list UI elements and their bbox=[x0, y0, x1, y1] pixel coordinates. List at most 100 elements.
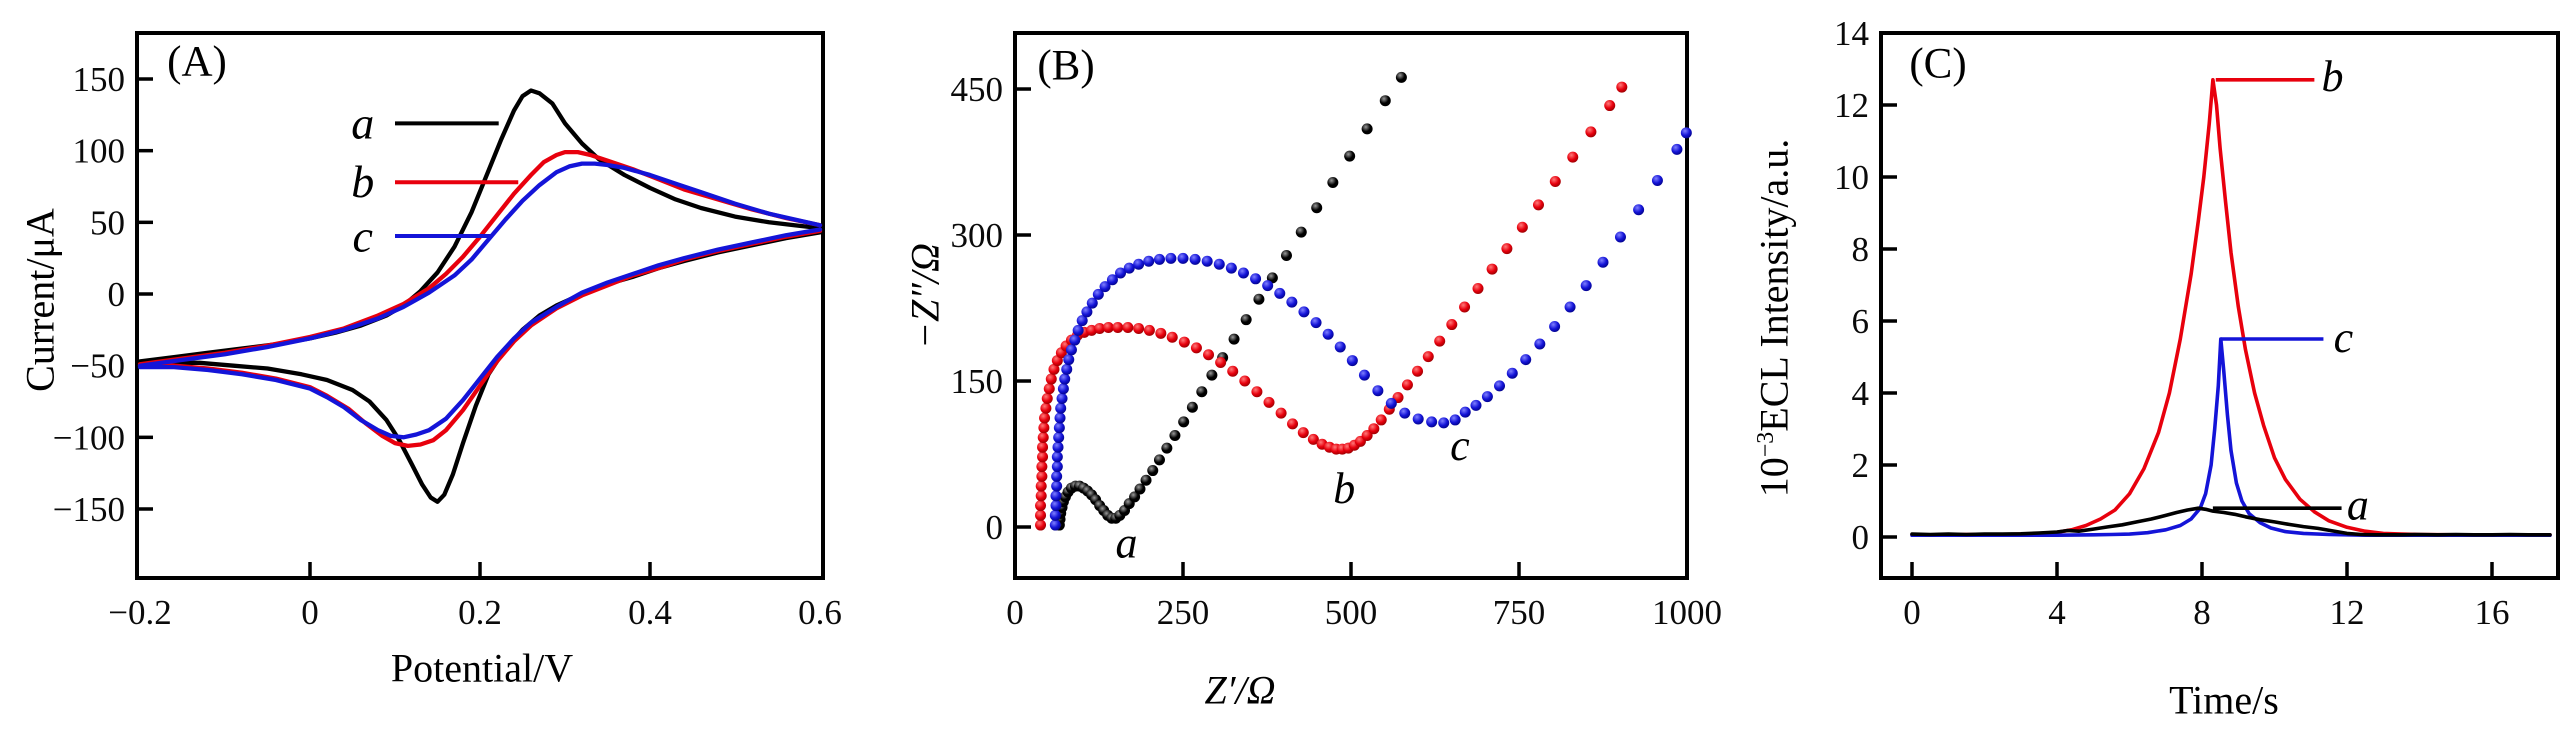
data-point bbox=[1102, 321, 1114, 333]
y-tick-label: 0 bbox=[108, 275, 126, 314]
data-point bbox=[1041, 393, 1053, 405]
data-point bbox=[1651, 175, 1663, 187]
data-point bbox=[1401, 379, 1413, 391]
data-point bbox=[1275, 407, 1287, 419]
data-point bbox=[1050, 490, 1062, 502]
panel-c-x-axis-title: Time/s bbox=[2169, 677, 2279, 723]
data-point bbox=[1092, 288, 1104, 300]
curve-label-b: b bbox=[1333, 464, 1355, 513]
curve-label-a: a bbox=[1116, 519, 1138, 568]
panel-a-x-axis-title: Potential/V bbox=[390, 645, 574, 691]
data-point bbox=[1368, 423, 1380, 435]
series-b bbox=[1910, 78, 2552, 537]
series-a bbox=[1910, 506, 2552, 537]
data-point bbox=[1051, 461, 1063, 473]
data-point bbox=[1237, 267, 1249, 279]
data-point bbox=[1037, 431, 1049, 443]
data-point bbox=[1298, 306, 1310, 318]
x-tick-label: 250 bbox=[1157, 593, 1210, 632]
data-point bbox=[1059, 373, 1071, 385]
data-point bbox=[1143, 324, 1155, 336]
panel-b-letter: (B) bbox=[1037, 42, 1095, 90]
data-point bbox=[1310, 317, 1322, 329]
data-point bbox=[1050, 500, 1062, 512]
x-tick-label: 0.4 bbox=[628, 593, 672, 632]
curve-label-c: c bbox=[352, 211, 372, 262]
data-curve bbox=[137, 227, 823, 440]
data-point bbox=[1055, 402, 1067, 414]
data-point bbox=[1274, 287, 1286, 299]
data-point bbox=[1671, 143, 1683, 155]
data-point bbox=[1616, 81, 1628, 93]
data-curve bbox=[1910, 78, 2552, 537]
axes-box bbox=[1879, 31, 2560, 580]
panel-b-x-axis-title: Z′/Ω bbox=[1204, 667, 1276, 713]
data-curve bbox=[137, 230, 823, 504]
data-point bbox=[1501, 243, 1513, 255]
data-point bbox=[1061, 363, 1073, 375]
data-point bbox=[1035, 490, 1047, 502]
panel-a-plot: −0.2 0 0.2 0.4 0.6 150 100 50 0 −50 −100 −150 abc bbox=[53, 31, 842, 632]
data-point bbox=[1250, 273, 1262, 285]
series-a-return bbox=[137, 230, 823, 504]
data-point bbox=[1051, 451, 1063, 463]
data-point bbox=[1295, 226, 1307, 238]
x-tick-label: 0 bbox=[1006, 593, 1024, 632]
data-point bbox=[1165, 252, 1177, 264]
data-point bbox=[1280, 249, 1292, 261]
data-point bbox=[1614, 231, 1626, 243]
data-point bbox=[1035, 480, 1047, 492]
data-point bbox=[1311, 202, 1323, 214]
data-point bbox=[1106, 274, 1118, 286]
data-point bbox=[1346, 355, 1358, 367]
data-point bbox=[1049, 519, 1061, 531]
data-point bbox=[1470, 399, 1482, 411]
y-tick-label: 2 bbox=[1852, 446, 1870, 485]
series-b bbox=[1035, 81, 1628, 531]
x-tick-label: 0 bbox=[301, 593, 319, 632]
data-point bbox=[1239, 375, 1251, 387]
data-point bbox=[1361, 430, 1373, 442]
y-tick-label: −100 bbox=[53, 418, 125, 457]
series-c-return bbox=[137, 227, 823, 440]
data-point bbox=[1307, 433, 1319, 445]
data-point bbox=[1035, 509, 1047, 521]
y-tick-label: 50 bbox=[90, 203, 125, 242]
data-point bbox=[1564, 301, 1576, 313]
data-curve bbox=[1910, 337, 2552, 537]
data-point bbox=[1215, 357, 1227, 369]
y-tick-label: 150 bbox=[73, 60, 126, 99]
series-c bbox=[137, 161, 823, 368]
data-point bbox=[1459, 406, 1471, 418]
data-point bbox=[1472, 283, 1484, 295]
data-point bbox=[1412, 365, 1424, 377]
data-point bbox=[1040, 402, 1052, 414]
panel-c-letter: (C) bbox=[1909, 40, 1967, 88]
y-tick-label: 450 bbox=[951, 70, 1004, 109]
data-point bbox=[1051, 470, 1063, 482]
data-point bbox=[1053, 422, 1065, 434]
data-point bbox=[1520, 354, 1532, 366]
data-point bbox=[1133, 322, 1145, 334]
data-point bbox=[1122, 321, 1134, 333]
x-tick-label: 4 bbox=[2048, 593, 2066, 632]
data-point bbox=[1426, 416, 1438, 428]
data-point bbox=[1056, 393, 1068, 405]
data-point bbox=[1065, 344, 1077, 356]
y-tick-label: 100 bbox=[73, 132, 126, 171]
data-point bbox=[1155, 327, 1167, 339]
y-tick-label: 300 bbox=[951, 216, 1004, 255]
data-point bbox=[1372, 385, 1384, 397]
data-point bbox=[1123, 262, 1135, 274]
series-b-return bbox=[137, 228, 823, 449]
data-curve bbox=[137, 161, 823, 368]
data-point bbox=[1438, 417, 1450, 429]
data-point bbox=[1201, 255, 1213, 267]
y-tick-label: 10 bbox=[1834, 158, 1869, 197]
data-point bbox=[1166, 331, 1178, 343]
series-a bbox=[1053, 71, 1407, 531]
data-point bbox=[1344, 150, 1356, 162]
y-tick-label: 6 bbox=[1852, 302, 1870, 341]
